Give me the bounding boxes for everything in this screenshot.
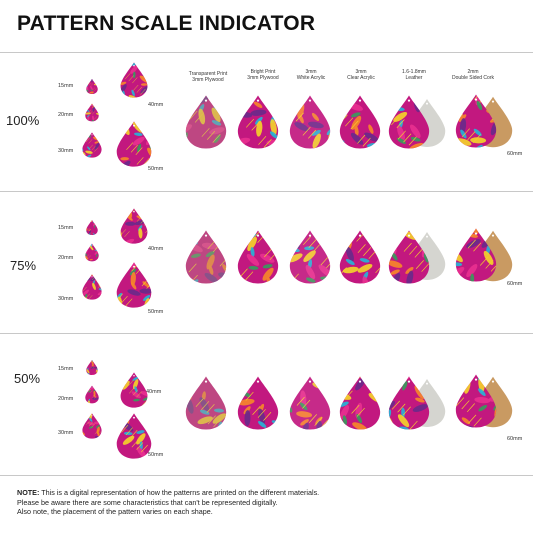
- material-swatch-transparent: [185, 95, 227, 149]
- leather-front-swatch: [388, 376, 430, 430]
- material-swatch-white: [289, 230, 331, 284]
- size-label-30mm: 30mm: [58, 296, 74, 302]
- small-pattern-swatch: [82, 132, 102, 158]
- small-pattern-swatch: [82, 274, 102, 300]
- cork-front-swatch: [455, 374, 497, 428]
- size-label-60mm: 60mm: [507, 436, 523, 442]
- material-label-clear-acrylic: 3mm Clear Acrylic: [347, 69, 375, 81]
- note-label: NOTE:: [17, 488, 40, 497]
- size-label-50mm: 50mm: [148, 452, 164, 458]
- small-pattern-swatch: [86, 78, 98, 95]
- size-label-40mm: 40mm: [146, 389, 162, 395]
- cork-front-swatch: [455, 228, 497, 282]
- large-pattern-swatch: [116, 262, 152, 308]
- size-label-15mm: 15mm: [58, 83, 74, 89]
- material-label-cork: 2mm Double Sided Cork: [452, 69, 494, 81]
- size-label-40mm: 40mm: [148, 246, 164, 252]
- section-divider: [0, 52, 533, 53]
- size-label-40mm: 40mm: [148, 102, 164, 108]
- size-label-20mm: 20mm: [58, 255, 74, 261]
- material-swatch-clear: [339, 376, 381, 430]
- material-swatch-clear: [339, 95, 381, 149]
- large-pattern-swatch: [120, 372, 148, 408]
- section-divider: [0, 191, 533, 192]
- small-pattern-swatch: [86, 219, 98, 236]
- page-title: PATTERN SCALE INDICATOR: [17, 12, 316, 35]
- material-swatch-white: [289, 95, 331, 149]
- material-label-leather: 1.6-1.8mm Leather: [402, 69, 426, 81]
- large-pattern-swatch: [116, 121, 152, 167]
- size-label-15mm: 15mm: [58, 225, 74, 231]
- material-swatch-bright: [237, 95, 279, 149]
- cork-front-swatch: [455, 94, 497, 148]
- note-line-2: Please be aware there are some character…: [17, 497, 278, 507]
- material-label-white-acrylic: 3mm White Acrylic: [296, 69, 326, 81]
- size-label-30mm: 30mm: [58, 430, 74, 436]
- material-swatch-white: [289, 376, 331, 430]
- material-swatch-clear: [339, 230, 381, 284]
- section-divider: [0, 475, 533, 476]
- size-label-20mm: 20mm: [58, 396, 74, 402]
- scale-label-75: 75%: [10, 258, 37, 273]
- footer-note: NOTE: This is a digital representation o…: [17, 488, 319, 517]
- small-pattern-swatch: [86, 359, 98, 376]
- large-pattern-swatch: [116, 413, 152, 459]
- scale-label-100: 100%: [6, 113, 40, 128]
- section-divider: [0, 333, 533, 334]
- size-label-30mm: 30mm: [58, 148, 74, 154]
- material-swatch-bright: [237, 376, 279, 430]
- material-label-transparent-plywood: Transparent Print 3mm Plywood: [188, 71, 228, 83]
- large-pattern-swatch: [120, 208, 148, 244]
- material-swatch-bright: [237, 230, 279, 284]
- note-line-1: This is a digital representation of how …: [41, 488, 320, 497]
- leather-front-swatch: [388, 230, 430, 284]
- size-label-60mm: 60mm: [507, 281, 523, 287]
- size-label-50mm: 50mm: [148, 166, 164, 172]
- size-label-60mm: 60mm: [507, 151, 523, 157]
- small-pattern-swatch: [82, 413, 102, 439]
- scale-label-50: 50%: [14, 371, 41, 386]
- small-pattern-swatch: [85, 385, 99, 404]
- material-label-bright-plywood: Bright Print 3mm Plywood: [247, 69, 279, 81]
- large-pattern-swatch: [120, 62, 148, 98]
- material-swatch-transparent: [185, 230, 227, 284]
- leather-front-swatch: [388, 95, 430, 149]
- small-pattern-swatch: [85, 103, 99, 122]
- material-swatch-transparent: [185, 376, 227, 430]
- note-line-3: Also note, the placement of the pattern …: [17, 507, 213, 516]
- size-label-15mm: 15mm: [58, 366, 74, 372]
- size-label-20mm: 20mm: [58, 112, 74, 118]
- size-label-50mm: 50mm: [148, 309, 164, 315]
- small-pattern-swatch: [85, 243, 99, 262]
